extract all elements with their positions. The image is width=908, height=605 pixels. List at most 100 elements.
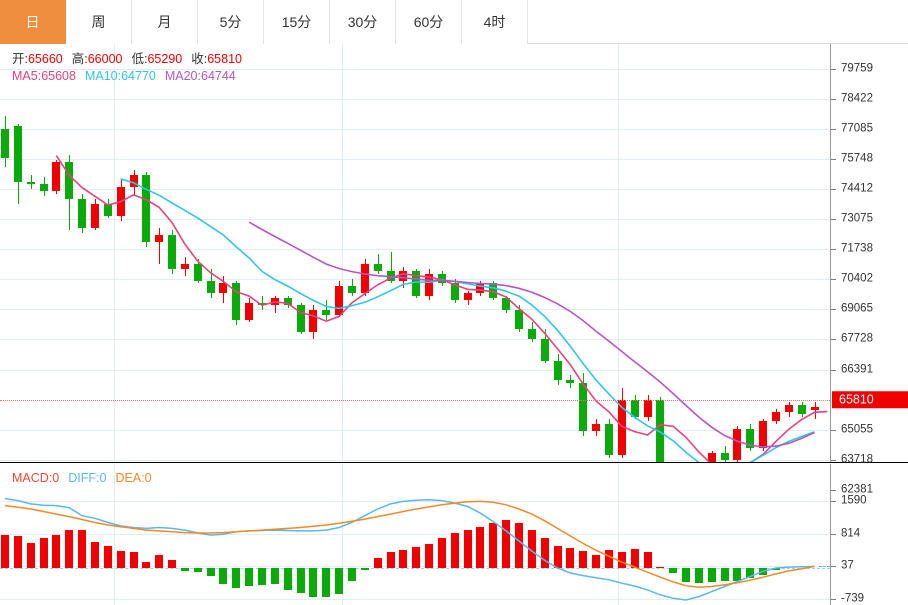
legend-item-dea: DEA:0: [115, 471, 151, 485]
macd-histogram-bar: [772, 567, 780, 571]
candle-body: [476, 283, 485, 294]
price-axis-tick: [831, 219, 836, 221]
macd-histogram-bar: [39, 538, 48, 568]
candle-body: [142, 174, 151, 243]
tab-周[interactable]: 周: [66, 0, 132, 44]
price-axis-label: 75748: [841, 152, 873, 165]
legend-value-高: 66000: [87, 52, 123, 66]
candle-body: [656, 399, 665, 462]
price-axis-label: 70402: [841, 272, 873, 285]
macd-histogram-bar: [360, 567, 369, 571]
price-axis-tick: [831, 249, 836, 251]
legend-label-diff: DIFF:: [68, 471, 100, 485]
macd-histogram-bar: [425, 544, 434, 568]
candle-body: [784, 404, 793, 412]
period-tabbar: 日周月 5分 15分 30分 60分 4时: [0, 0, 908, 44]
macd-histogram-bar: [232, 567, 241, 589]
candle-body: [502, 297, 511, 311]
price-gridline-h: [0, 99, 830, 100]
legend-value-收: 65810: [207, 52, 242, 66]
legend-label-ma5: MA5:: [12, 69, 42, 83]
price-gridline-h: [0, 309, 830, 310]
macd-gridline-v: [618, 464, 619, 605]
macd-histogram-bar: [168, 559, 177, 568]
price-axis-tick: [831, 369, 836, 371]
tab-30分[interactable]: 30分: [330, 0, 396, 44]
candle-body: [65, 162, 74, 199]
macd-gridline-h: [0, 599, 830, 600]
macd-histogram-bar: [90, 541, 99, 568]
candle-body: [206, 281, 215, 294]
macd-histogram-bar: [694, 567, 703, 583]
price-plot-area[interactable]: [0, 44, 830, 462]
macd-histogram-bar: [373, 558, 382, 568]
candle-body: [78, 198, 87, 228]
price-gridline-h: [0, 219, 830, 220]
macd-histogram-bar: [1, 535, 9, 568]
macd-histogram-bar: [78, 530, 87, 568]
candle-body: [540, 339, 549, 361]
legend-item-diff: DIFF:0: [68, 471, 106, 485]
candle-body: [617, 399, 626, 456]
macd-histogram-bar: [515, 523, 523, 568]
macd-histogram-bar: [643, 552, 652, 568]
macd-histogram-bar: [399, 549, 408, 568]
macd-plot-area[interactable]: [0, 464, 830, 605]
macd-histogram-bar: [283, 567, 292, 590]
candle-wick: [815, 402, 816, 420]
candle-body: [386, 271, 395, 282]
candle-body: [322, 310, 331, 315]
legend-label-高: 高:: [71, 52, 88, 66]
candle-body: [90, 203, 99, 228]
candle-body: [13, 126, 22, 182]
price-axis-label: 73075: [841, 212, 873, 225]
candle-body: [810, 406, 819, 411]
price-gridline-h: [0, 69, 830, 70]
tab-60分[interactable]: 60分: [396, 0, 462, 44]
candle-body: [579, 382, 588, 432]
candle-body: [746, 428, 755, 449]
tab-4时[interactable]: 4时: [462, 0, 528, 44]
price-panel: 79759 78422 77085 75748 74412 73075 71738 70402…: [0, 44, 908, 494]
candle-body: [219, 283, 228, 294]
macd-axis-tick: [831, 566, 836, 568]
candle-body: [515, 310, 523, 330]
candle-body: [129, 174, 138, 187]
price-axis-label: 74412: [841, 182, 873, 195]
candle-body: [527, 329, 536, 340]
candle-body: [52, 162, 61, 192]
price-axis-tick: [831, 489, 836, 491]
legend-label-macd: MACD:: [12, 471, 53, 485]
candle-body: [168, 235, 177, 269]
macd-histogram-bar: [527, 530, 536, 568]
tab-5分[interactable]: 5分: [198, 0, 264, 44]
macd-histogram-bar: [682, 567, 691, 582]
last-price-line: [0, 400, 830, 401]
legend-label-开: 开:: [12, 52, 28, 66]
tab-日[interactable]: 日: [0, 0, 66, 44]
tab-月[interactable]: 月: [132, 0, 198, 44]
price-axis-tick: [831, 189, 836, 191]
legend-value-dea: 0: [144, 471, 152, 485]
macd-axis-label: 814: [841, 526, 861, 539]
candle-body: [193, 264, 202, 282]
macd-histogram-bar: [219, 567, 228, 584]
candle-body: [232, 283, 241, 320]
macd-gridline-h: [0, 534, 830, 535]
macd-histogram-bar: [592, 555, 601, 568]
macd-axis-label: 1590: [841, 494, 867, 507]
tab-15分[interactable]: 15分: [264, 0, 330, 44]
legend-item-低: 低:65290: [132, 52, 183, 66]
macd-histogram-bar: [617, 551, 626, 568]
macd-legend: MACD: 0 DIFF:0 DEA:0: [12, 470, 161, 487]
price-gridline-h: [0, 249, 830, 250]
candle-body: [604, 423, 613, 456]
legend-item-开: 开:65660: [12, 52, 63, 66]
candle-body: [270, 297, 279, 306]
price-axis-label: 79759: [841, 62, 873, 75]
legend-item-收: 收:65810: [191, 52, 242, 66]
candle-body: [489, 283, 498, 298]
price-gridline-h: [0, 159, 830, 160]
macd-histogram-bar: [630, 549, 639, 568]
macd-histogram-bar: [412, 546, 421, 568]
